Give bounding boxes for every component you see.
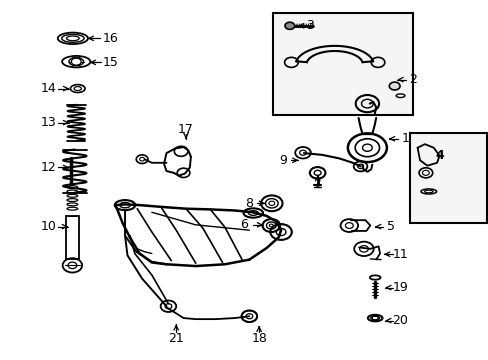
Text: 6: 6	[240, 218, 248, 231]
Bar	[65, 216, 79, 259]
Text: 4: 4	[434, 149, 443, 162]
Text: 11: 11	[392, 248, 407, 261]
Text: 10: 10	[41, 220, 56, 233]
Text: 9: 9	[279, 154, 287, 167]
Text: 17: 17	[178, 123, 194, 136]
Text: 1: 1	[401, 132, 408, 145]
Text: 5: 5	[386, 220, 394, 233]
Text: 16: 16	[102, 32, 118, 45]
Text: 14: 14	[41, 82, 56, 95]
Circle shape	[388, 82, 399, 90]
Text: 19: 19	[392, 281, 407, 294]
Text: 18: 18	[251, 332, 266, 345]
Text: 21: 21	[168, 332, 184, 345]
Text: 7: 7	[313, 177, 321, 190]
Text: 20: 20	[392, 314, 407, 327]
Text: 2: 2	[408, 73, 416, 86]
Bar	[272, 13, 412, 116]
Circle shape	[285, 22, 294, 30]
Text: 8: 8	[245, 197, 253, 210]
Text: 3: 3	[306, 19, 314, 32]
Text: 15: 15	[102, 56, 118, 69]
Text: 12: 12	[41, 161, 56, 174]
Bar	[409, 134, 487, 223]
Text: 13: 13	[41, 116, 56, 129]
